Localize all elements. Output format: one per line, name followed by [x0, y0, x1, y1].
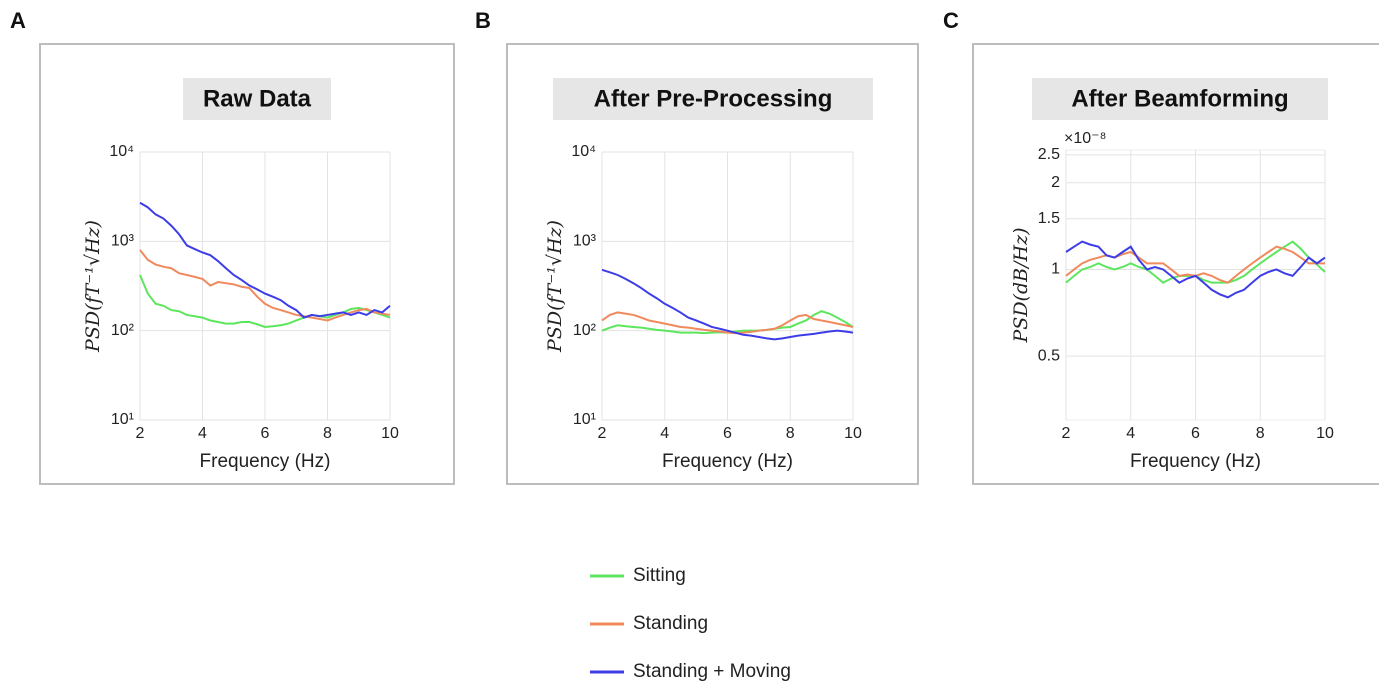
line-series	[139, 201, 391, 319]
legend-label: Sitting	[633, 565, 686, 586]
x-tick-label: 4	[198, 425, 207, 442]
x-tick-label: 10	[381, 425, 399, 442]
x-tick-label: 8	[786, 425, 795, 442]
y-axis-label: PSD(dB/Hz)	[1010, 228, 1032, 344]
y-tick-label: 2.5	[1038, 146, 1060, 163]
title-box	[183, 78, 331, 120]
legend-label: Standing + Moving	[633, 661, 791, 682]
y-tick-label: 10³	[573, 233, 597, 250]
line-series	[601, 268, 854, 341]
x-tick-label: 2	[1062, 425, 1071, 442]
y-tick-label: 1	[1051, 261, 1060, 278]
legend-label: Standing	[633, 613, 708, 634]
x-tick-label: 6	[1191, 425, 1200, 442]
y-tick-label: 10²	[111, 322, 135, 339]
x-tick-label: 2	[136, 425, 145, 442]
panel-frame	[39, 43, 455, 485]
x-axis-label: Frequency (Hz)	[662, 451, 793, 472]
title-box	[1032, 78, 1328, 120]
panel-frame	[506, 43, 919, 485]
x-axis-label: Frequency (Hz)	[200, 451, 331, 472]
x-tick-label: 10	[844, 425, 862, 442]
panel-label: C	[943, 8, 959, 33]
line-series	[1065, 240, 1326, 299]
chart-title: Raw Data	[203, 85, 312, 112]
title-box	[553, 78, 873, 120]
y-tick-label: 1.5	[1038, 210, 1060, 227]
y-tick-label: 10¹	[573, 411, 596, 428]
chart-title: After Pre-Processing	[594, 85, 833, 112]
line-series	[601, 311, 854, 335]
x-tick-label: 2	[598, 425, 607, 442]
y-axis-label: PSD(fT⁻¹√Hz)	[544, 220, 566, 353]
panel-label: A	[10, 8, 26, 33]
chart-title: After Beamforming	[1071, 85, 1288, 112]
x-tick-label: 6	[261, 425, 270, 442]
panel-label: B	[475, 8, 491, 33]
y-tick-label: 10¹	[111, 411, 134, 428]
y-tick-label: 10³	[111, 233, 135, 250]
x-tick-label: 6	[723, 425, 732, 442]
y-tick-label: 0.5	[1038, 347, 1060, 364]
y-tick-label: 2	[1051, 174, 1060, 191]
y-tick-label: 10²	[573, 322, 597, 339]
line-series	[139, 274, 391, 328]
y-axis-label: PSD(fT⁻¹√Hz)	[82, 220, 104, 353]
x-axis-label: Frequency (Hz)	[1130, 451, 1261, 472]
x-tick-label: 10	[1316, 425, 1334, 442]
x-tick-label: 8	[323, 425, 332, 442]
x-tick-label: 8	[1256, 425, 1265, 442]
x-tick-label: 4	[1126, 425, 1135, 442]
panel-frame	[972, 43, 1379, 485]
y-multiplier: ×10⁻⁸	[1064, 130, 1106, 147]
x-tick-label: 4	[660, 425, 669, 442]
y-tick-label: 10⁴	[571, 143, 596, 160]
y-tick-label: 10⁴	[109, 143, 134, 160]
